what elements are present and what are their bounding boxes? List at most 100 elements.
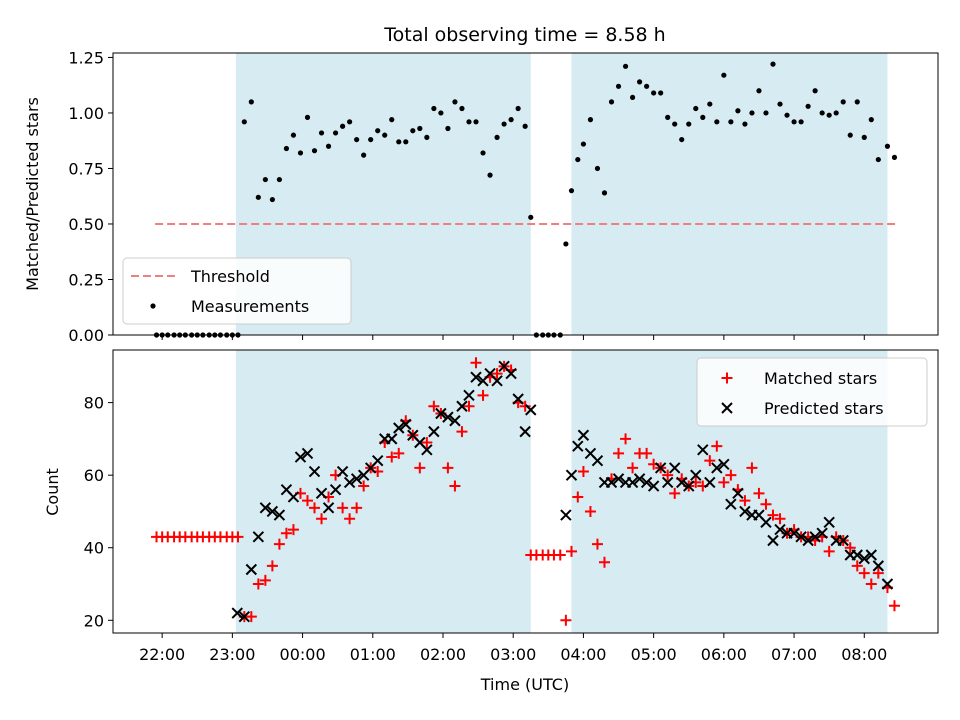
predicted-star-point (837, 534, 849, 547)
measurement-point (241, 119, 247, 125)
legend-matched-label: Matched stars (764, 369, 877, 388)
measurement-point (382, 132, 388, 138)
predicted-star-point (505, 367, 517, 380)
measurement-point (304, 114, 311, 120)
measurement-point (403, 139, 409, 145)
matched-star-point (470, 357, 482, 369)
measurement-point (770, 61, 776, 67)
matched-star-point (591, 538, 603, 550)
count-panel: 20 40 60 80 22:00 23:00 00:00 01:00 02:00 03:00 0… (43, 349, 939, 664)
predicted-star-point (315, 487, 328, 500)
predicted-star-point (774, 523, 786, 536)
predicted-star-point (718, 458, 730, 470)
predicted-star-point (572, 440, 584, 452)
measurement-point (714, 119, 720, 125)
measurement-point (756, 88, 762, 94)
predicted-star-point (456, 400, 468, 412)
measurement-point (861, 134, 867, 140)
measurement-point (707, 101, 713, 107)
legend-box (696, 357, 928, 427)
measurement-point (368, 136, 374, 143)
y-tick-label: 1.00 (68, 104, 104, 123)
x-tick-label: 04:00 (560, 645, 606, 664)
predicted-star-point (872, 560, 885, 572)
measurement-point (445, 125, 451, 132)
predicted-star-point (697, 444, 709, 456)
measurement-point (269, 196, 275, 203)
legend-matched-swatch (721, 372, 733, 384)
matched-star-point (273, 538, 285, 550)
matched-star-point (851, 560, 863, 572)
measurement-point (354, 136, 360, 143)
predicted-star-point (732, 487, 744, 500)
matched-star-point (711, 440, 723, 452)
measurement-point (840, 99, 846, 105)
predicted-star-point (605, 476, 618, 489)
matched-star-point (245, 611, 257, 623)
measurement-point (396, 139, 402, 145)
predicted-star-point (259, 502, 272, 514)
matched-star-point (287, 524, 299, 536)
matched-star-point (393, 447, 405, 459)
predicted-star-point (428, 425, 440, 438)
predicted-star-point (654, 462, 667, 474)
x-tick-label: 05:00 (631, 645, 677, 664)
measurement-point (361, 152, 367, 158)
measurement-point (629, 94, 636, 101)
measurement-point (615, 83, 622, 89)
matched-star-point (844, 542, 856, 554)
predicted-star-point (512, 393, 524, 405)
measurement-point (868, 117, 874, 123)
measurement-point (728, 119, 734, 125)
measurement-point (375, 128, 381, 134)
measurement-point (679, 136, 685, 143)
measurement-point (763, 110, 769, 116)
measurement-point (325, 143, 332, 149)
matched-star-point (865, 578, 877, 590)
measurement-point (665, 114, 671, 120)
predicted-star-point (865, 549, 878, 561)
measurement-point (644, 83, 650, 89)
measurement-point (276, 176, 283, 183)
predicted-star-point (823, 516, 835, 529)
predicted-star-point (788, 527, 800, 539)
y-tick-label: 20 (84, 611, 104, 630)
predicted-star-point (308, 465, 321, 478)
measurement-point (777, 101, 783, 107)
matched-star-point (463, 400, 475, 412)
legend-predicted-label: Predicted stars (764, 399, 884, 418)
y-tick-label: 80 (84, 394, 104, 413)
matched-star-point (414, 462, 426, 474)
measurement-point (636, 79, 643, 85)
predicted-star-point (301, 447, 314, 460)
measurement-point (833, 110, 839, 116)
predicted-star-point (329, 483, 342, 496)
predicted-star-point (435, 407, 447, 420)
measurement-point (473, 119, 479, 125)
ratio-x-axis-ticks (161, 335, 865, 340)
predicted-star-point (343, 476, 356, 489)
predicted-star-point (816, 527, 828, 539)
measurement-point (410, 128, 416, 134)
measurement-point (784, 112, 790, 118)
matched-star-point (704, 455, 716, 467)
ratio-y-axis-label: Matched/Predicted stars (23, 97, 42, 291)
measurement-point (515, 105, 521, 112)
measurement-point (424, 134, 430, 140)
matched-star-point (774, 513, 786, 525)
legend-box (122, 257, 352, 325)
predicted-star-point (565, 469, 578, 481)
matched-star-point (641, 447, 653, 459)
observing-window-band (235, 350, 531, 633)
predicted-star-point (661, 476, 674, 489)
predicted-star-point (676, 476, 688, 489)
measurement-point (742, 121, 748, 127)
measurement-point (508, 117, 514, 123)
x-tick-label: 02:00 (420, 645, 466, 664)
x-tick-label: 07:00 (771, 645, 817, 664)
measurement-points (153, 61, 898, 338)
predicted-star-point (252, 531, 265, 543)
matched-star-point (613, 447, 625, 459)
predicted-star-point (560, 509, 572, 521)
matched-star-point (584, 505, 596, 517)
